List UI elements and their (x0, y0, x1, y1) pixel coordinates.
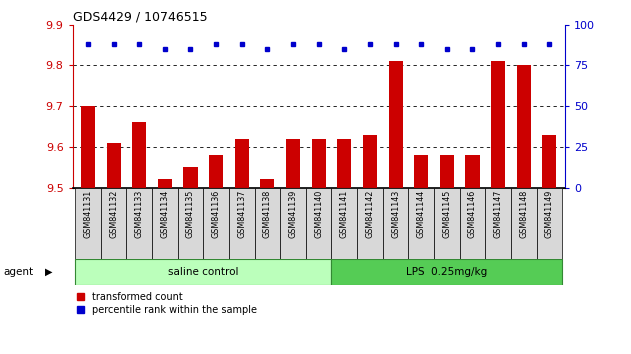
Bar (209, 155, 223, 188)
Bar (331, 188, 357, 260)
Bar (414, 155, 428, 188)
Bar (75, 188, 101, 260)
Bar (337, 139, 351, 188)
Text: GSM841140: GSM841140 (314, 190, 323, 238)
Text: GSM841142: GSM841142 (365, 190, 374, 238)
Bar (254, 188, 280, 260)
Bar (536, 188, 562, 260)
Text: ▶: ▶ (45, 267, 53, 277)
Bar (306, 188, 331, 260)
Bar (491, 61, 505, 188)
Text: GSM841131: GSM841131 (83, 190, 93, 238)
Bar (184, 167, 198, 188)
Bar (459, 188, 485, 260)
Bar (261, 179, 274, 188)
Bar (312, 139, 326, 188)
Text: saline control: saline control (168, 267, 239, 277)
Text: GSM841138: GSM841138 (263, 190, 272, 238)
Text: GSM841145: GSM841145 (442, 190, 451, 238)
Text: GSM841134: GSM841134 (160, 190, 169, 238)
Text: GSM841137: GSM841137 (237, 190, 246, 238)
Bar (466, 155, 480, 188)
Text: agent: agent (3, 267, 33, 277)
Bar (357, 188, 383, 260)
Bar (363, 135, 377, 188)
Bar (511, 188, 536, 260)
Bar (152, 188, 178, 260)
Text: GSM841141: GSM841141 (339, 190, 349, 238)
Bar (235, 139, 249, 188)
Text: GSM841147: GSM841147 (493, 190, 503, 238)
Bar (440, 155, 454, 188)
Bar (383, 188, 408, 260)
Bar (107, 143, 121, 188)
Bar (75, 259, 331, 285)
Text: GSM841133: GSM841133 (134, 190, 144, 238)
Text: GSM841132: GSM841132 (109, 190, 118, 238)
Bar (203, 188, 229, 260)
Text: GSM841136: GSM841136 (211, 190, 221, 238)
Bar (132, 122, 146, 188)
Bar (178, 188, 203, 260)
Bar (158, 179, 172, 188)
Text: GSM841148: GSM841148 (519, 190, 528, 238)
Text: GSM841143: GSM841143 (391, 190, 400, 238)
Legend: transformed count, percentile rank within the sample: transformed count, percentile rank withi… (78, 292, 257, 314)
Text: LPS  0.25mg/kg: LPS 0.25mg/kg (406, 267, 488, 277)
Bar (485, 188, 511, 260)
Text: GSM841146: GSM841146 (468, 190, 477, 238)
Bar (280, 188, 306, 260)
Text: GSM841144: GSM841144 (416, 190, 426, 238)
Bar (286, 139, 300, 188)
Bar (229, 188, 254, 260)
Bar (434, 188, 459, 260)
Text: GSM841149: GSM841149 (545, 190, 554, 238)
Bar (389, 61, 403, 188)
Text: GSM841135: GSM841135 (186, 190, 195, 238)
Text: GSM841139: GSM841139 (288, 190, 298, 238)
Bar (101, 188, 126, 260)
Bar (331, 259, 562, 285)
Bar (81, 106, 95, 188)
Bar (517, 65, 531, 188)
Text: GDS4429 / 10746515: GDS4429 / 10746515 (73, 11, 207, 24)
Bar (542, 135, 557, 188)
Bar (126, 188, 152, 260)
Bar (408, 188, 434, 260)
